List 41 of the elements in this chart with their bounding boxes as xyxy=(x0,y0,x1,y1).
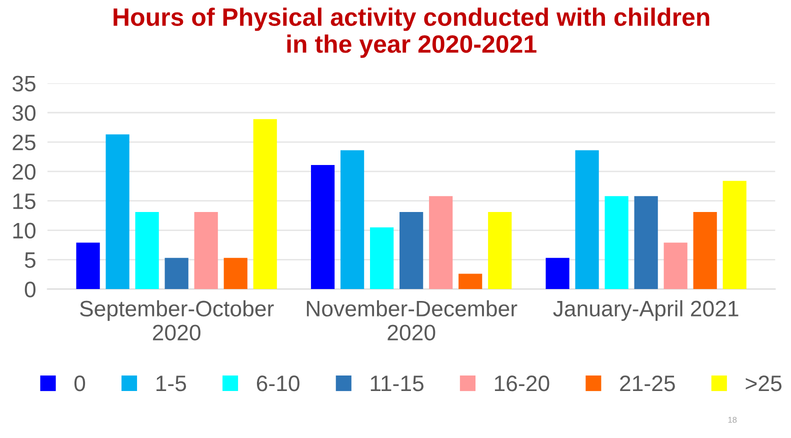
bar xyxy=(604,196,628,290)
bar xyxy=(310,164,335,290)
bar xyxy=(340,150,364,290)
chart-title: Hours of Physical activity conducted with children in the year 2020-2021 xyxy=(114,8,710,58)
bar xyxy=(224,258,248,290)
bar xyxy=(693,212,717,290)
bar xyxy=(400,212,424,290)
y-tick-label: 30 xyxy=(12,105,36,121)
legend-label: 0 xyxy=(74,376,86,392)
bar xyxy=(164,258,188,290)
text: 18 xyxy=(728,416,737,423)
bar xyxy=(135,212,159,290)
legend-label: 21-25 xyxy=(620,376,675,392)
bar xyxy=(76,242,100,290)
bar xyxy=(488,212,512,290)
bar xyxy=(106,134,130,290)
bar xyxy=(575,150,599,290)
y-tick-label: 0 xyxy=(24,282,36,298)
bar xyxy=(429,196,453,290)
y-tick-label: 25 xyxy=(12,134,36,150)
bar xyxy=(370,227,394,290)
legend-label: 6-10 xyxy=(256,376,300,392)
bar xyxy=(634,196,658,290)
y-tick-label: 5 xyxy=(24,252,36,268)
y-tick-label: 10 xyxy=(13,222,36,239)
bar xyxy=(253,119,277,290)
legend-label: 1-5 xyxy=(156,376,186,392)
bar xyxy=(458,274,482,290)
legend-label: >25 xyxy=(746,376,782,392)
x-tick-label: November-December 2020 xyxy=(306,300,518,340)
bar xyxy=(722,180,746,290)
y-tick-label: 15 xyxy=(13,194,36,210)
bar xyxy=(194,212,218,290)
x-tick-label: January-April 2021 xyxy=(553,300,738,321)
legend-label: 16-20 xyxy=(494,376,550,392)
bar xyxy=(546,258,570,290)
x-tick-label: September-October 2020 xyxy=(80,300,274,340)
bar xyxy=(664,242,688,290)
legend-label: 11-15 xyxy=(370,376,424,392)
y-tick-label: 20 xyxy=(12,164,36,180)
y-tick-label: 35 xyxy=(12,76,36,92)
